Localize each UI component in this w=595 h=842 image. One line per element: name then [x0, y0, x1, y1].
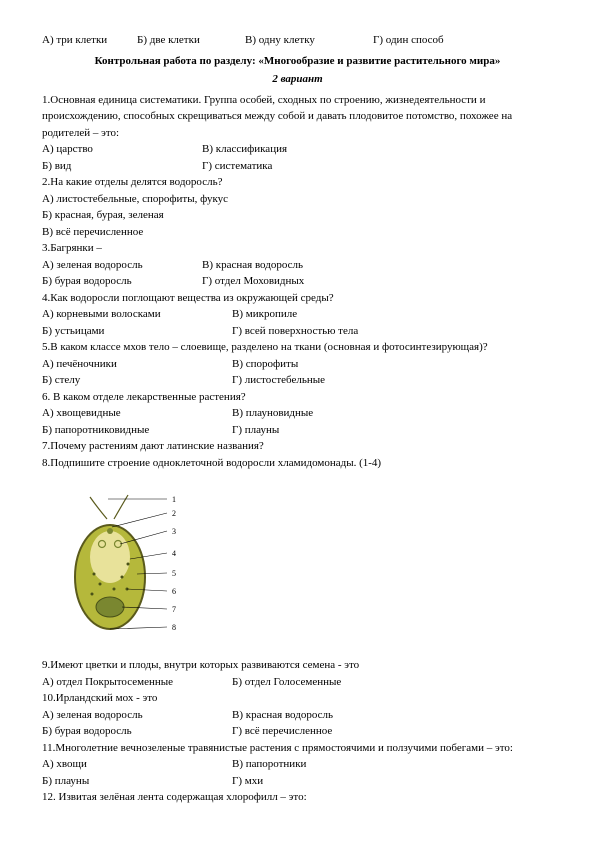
q10-text: 10.Ирландский мох - это [42, 690, 553, 707]
q5-b: Б) стелу [42, 372, 232, 389]
q9-row: А) отдел Покрытосеменные Б) отдел Голосе… [42, 674, 553, 691]
q2-text: 2.На какие отделы делятся водоросль? [42, 174, 553, 191]
q12-text: 12. Извитая зелёная лента содержащая хло… [42, 789, 553, 806]
q1-line1: 1.Основная единица систематики. Группа о… [42, 92, 553, 109]
q1-row2: Б) вид Г) систематика [42, 158, 553, 175]
q6-row2: Б) папоротниковидные Г) плауны [42, 422, 553, 439]
q11-g: Г) мхи [232, 773, 263, 790]
q10-a: А) зеленая водоросль [42, 707, 232, 724]
q3-a: А) зеленая водоросль [42, 257, 202, 274]
svg-text:4: 4 [172, 549, 176, 558]
svg-text:3: 3 [172, 527, 176, 536]
svg-text:6: 6 [172, 587, 176, 596]
q1-row1: А) царство В) классификация [42, 141, 553, 158]
q5-row2: Б) стелу Г) листостебельные [42, 372, 553, 389]
svg-text:5: 5 [172, 569, 176, 578]
q6-row1: А) хвощевидные В) плауновидные [42, 405, 553, 422]
q5-a: А) печёночники [42, 356, 232, 373]
q10-b: Б) бурая водоросль [42, 723, 232, 740]
q3-row1: А) зеленая водоросль В) красная водоросл… [42, 257, 553, 274]
q1-b: Б) вид [42, 158, 202, 175]
q6-text: 6. В каком отделе лекарственные растения… [42, 389, 553, 406]
q11-text: 11.Многолетние вечнозеленые травянистые … [42, 740, 553, 757]
q4-text: 4.Как водоросли поглощают вещества из ок… [42, 290, 553, 307]
q3-g: Г) отдел Моховидных [202, 273, 304, 290]
svg-text:8: 8 [172, 623, 176, 632]
option-a: А) три клетки [42, 32, 137, 49]
q1-g: Г) систематика [202, 158, 272, 175]
option-g: Г) один способ [373, 32, 444, 49]
q4-a: А) корневыми волосками [42, 306, 232, 323]
q6-v: В) плауновидные [232, 405, 313, 422]
q1-a: А) царство [42, 141, 202, 158]
q1-v: В) классификация [202, 141, 287, 158]
q2-b: Б) красная, бурая, зеленая [42, 207, 553, 224]
q1-line3: родителей – это: [42, 125, 553, 142]
q3-v: В) красная водоросль [202, 257, 303, 274]
exam-variant: 2 вариант [42, 71, 553, 88]
q3-text: 3.Багрянки – [42, 240, 553, 257]
q5-text: 5.В каком классе мхов тело – слоевище, р… [42, 339, 553, 356]
q11-b: Б) плауны [42, 773, 232, 790]
q6-b: Б) папоротниковидные [42, 422, 232, 439]
q4-row2: Б) устьицами Г) всей поверхностью тела [42, 323, 553, 340]
q5-row1: А) печёночники В) спорофиты [42, 356, 553, 373]
q11-row1: А) хвощи В) папоротники [42, 756, 553, 773]
chlamydomonas-svg: 1 2 3 4 5 6 7 8 [52, 489, 232, 649]
q11-a: А) хвощи [42, 756, 232, 773]
q5-v: В) спорофиты [232, 356, 298, 373]
q4-g: Г) всей поверхностью тела [232, 323, 358, 340]
q10-g: Г) всё перечисленное [232, 723, 332, 740]
exam-title: Контрольная работа по разделу: «Многообр… [42, 53, 553, 70]
q7-text: 7.Почему растениям дают латинские назван… [42, 438, 553, 455]
q2-a: А) листостебельные, спорофиты, фукус [42, 191, 553, 208]
q6-a: А) хвощевидные [42, 405, 232, 422]
q4-row1: А) корневыми волосками В) микропиле [42, 306, 553, 323]
svg-text:1: 1 [172, 495, 176, 504]
q3-b: Б) бурая водоросль [42, 273, 202, 290]
q8-text: 8.Подпишите строение одноклеточной водор… [42, 455, 553, 472]
q4-v: В) микропиле [232, 306, 297, 323]
q2-v: В) всё перечисленное [42, 224, 553, 241]
q9-text: 9.Имеют цветки и плоды, внутри которых р… [42, 657, 553, 674]
svg-text:7: 7 [172, 605, 176, 614]
prev-question-options: А) три клетки Б) две клетки В) одну клет… [42, 32, 553, 49]
q5-g: Г) листостебельные [232, 372, 325, 389]
q10-row1: А) зеленая водоросль В) красная водоросл… [42, 707, 553, 724]
q3-row2: Б) бурая водоросль Г) отдел Моховидных [42, 273, 553, 290]
option-b: Б) две клетки [137, 32, 245, 49]
q1-line2: происхождению, способных скрещиваться ме… [42, 108, 553, 125]
svg-text:2: 2 [172, 509, 176, 518]
q11-v: В) папоротники [232, 756, 306, 773]
q9-a: А) отдел Покрытосеменные [42, 674, 232, 691]
q6-g: Г) плауны [232, 422, 279, 439]
q10-row2: Б) бурая водоросль Г) всё перечисленное [42, 723, 553, 740]
q10-v: В) красная водоросль [232, 707, 333, 724]
cell-diagram: 1 2 3 4 5 6 7 8 [52, 489, 553, 649]
option-v: В) одну клетку [245, 32, 373, 49]
q9-b: Б) отдел Голосеменные [232, 674, 341, 691]
q11-row2: Б) плауны Г) мхи [42, 773, 553, 790]
q4-b: Б) устьицами [42, 323, 232, 340]
